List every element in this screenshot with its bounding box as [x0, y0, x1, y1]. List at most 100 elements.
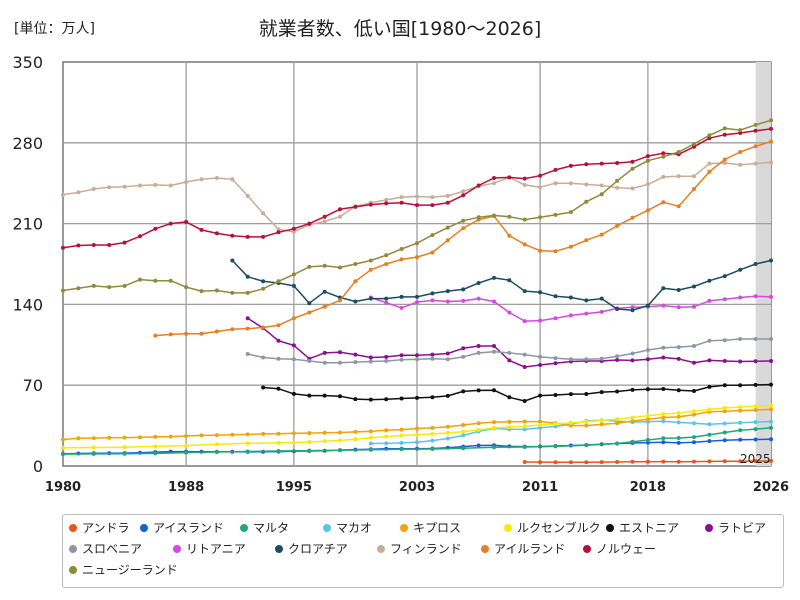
legend-label: アイルランド	[494, 542, 566, 556]
data-point	[692, 421, 696, 426]
data-point	[384, 434, 389, 439]
data-point	[261, 286, 266, 291]
data-point	[230, 432, 235, 437]
data-point	[522, 460, 527, 464]
data-point	[738, 428, 743, 433]
data-point	[199, 289, 204, 294]
data-point	[661, 174, 666, 179]
data-point	[107, 285, 112, 290]
data-point	[722, 274, 727, 279]
legend-marker	[240, 523, 248, 532]
legend-marker	[583, 544, 591, 553]
data-point	[707, 161, 712, 166]
data-point	[384, 428, 389, 433]
legend-item: アイスランド	[140, 519, 224, 536]
data-point	[476, 215, 481, 220]
data-point	[399, 353, 404, 358]
data-point	[568, 295, 573, 300]
data-point	[338, 350, 342, 355]
legend-label: ニュージーランド	[82, 563, 178, 577]
data-point	[538, 173, 543, 178]
legend-label: クロアチア	[288, 542, 348, 556]
data-point	[476, 296, 481, 301]
data-point	[415, 395, 419, 400]
data-point	[353, 299, 358, 304]
data-point	[753, 337, 758, 341]
data-point	[553, 361, 558, 366]
data-point	[276, 323, 281, 328]
legend-label: スロベニア	[82, 542, 143, 556]
data-point	[676, 440, 681, 445]
data-point	[661, 200, 666, 205]
data-point	[769, 403, 773, 408]
data-point	[630, 308, 635, 313]
data-point	[214, 231, 219, 236]
data-point	[584, 392, 589, 396]
data-point	[599, 418, 604, 423]
y-tick-label: 0	[33, 457, 43, 476]
data-point	[245, 449, 250, 454]
legend-marker	[504, 523, 512, 532]
data-point	[322, 393, 327, 398]
data-point	[61, 288, 65, 293]
data-point	[676, 411, 681, 416]
data-point	[368, 447, 373, 452]
data-point	[461, 433, 466, 438]
data-point	[522, 182, 527, 187]
data-point	[553, 294, 558, 299]
data-point	[245, 193, 250, 198]
data-point	[753, 404, 758, 409]
data-point	[599, 390, 604, 395]
data-point	[184, 443, 189, 448]
data-point	[538, 215, 543, 220]
data-point	[615, 178, 620, 183]
data-point	[91, 436, 96, 441]
data-point	[338, 394, 342, 399]
data-point	[245, 274, 250, 279]
data-point	[661, 286, 666, 291]
data-point	[645, 348, 650, 352]
data-point	[507, 395, 512, 400]
data-point	[738, 437, 743, 442]
data-point	[445, 436, 450, 441]
data-point	[738, 405, 743, 410]
data-point	[753, 459, 758, 463]
data-point	[291, 272, 296, 277]
data-point	[568, 420, 573, 425]
data-point	[630, 186, 635, 191]
data-point	[692, 142, 696, 146]
data-point	[538, 185, 543, 190]
data-point	[476, 443, 481, 448]
data-point	[661, 387, 666, 391]
data-point	[645, 438, 650, 442]
data-point	[645, 182, 650, 187]
data-point	[584, 443, 589, 448]
data-point	[91, 187, 96, 191]
data-point	[415, 241, 419, 246]
data-point	[291, 440, 296, 445]
legend-marker	[140, 523, 148, 532]
legend-marker	[323, 523, 331, 532]
data-point	[538, 423, 543, 427]
data-point	[630, 439, 635, 444]
data-point	[692, 144, 696, 149]
data-point	[645, 158, 650, 163]
data-point	[722, 430, 727, 435]
data-point	[276, 386, 281, 391]
data-point	[353, 279, 358, 284]
data-point	[168, 434, 173, 439]
data-point	[399, 396, 404, 401]
data-point	[753, 294, 758, 299]
data-point	[461, 287, 466, 292]
series-6	[261, 382, 773, 403]
chart-title: 就業者数、低い国[1980～2026]	[258, 18, 542, 40]
data-point	[430, 447, 435, 451]
data-point	[676, 288, 681, 292]
data-point	[707, 422, 712, 427]
data-point	[168, 183, 173, 188]
data-point	[645, 387, 650, 392]
data-point	[722, 157, 727, 162]
data-point	[307, 448, 312, 453]
legend-item: マカオ	[323, 519, 372, 536]
unit-label: [単位：万人]	[14, 21, 95, 37]
